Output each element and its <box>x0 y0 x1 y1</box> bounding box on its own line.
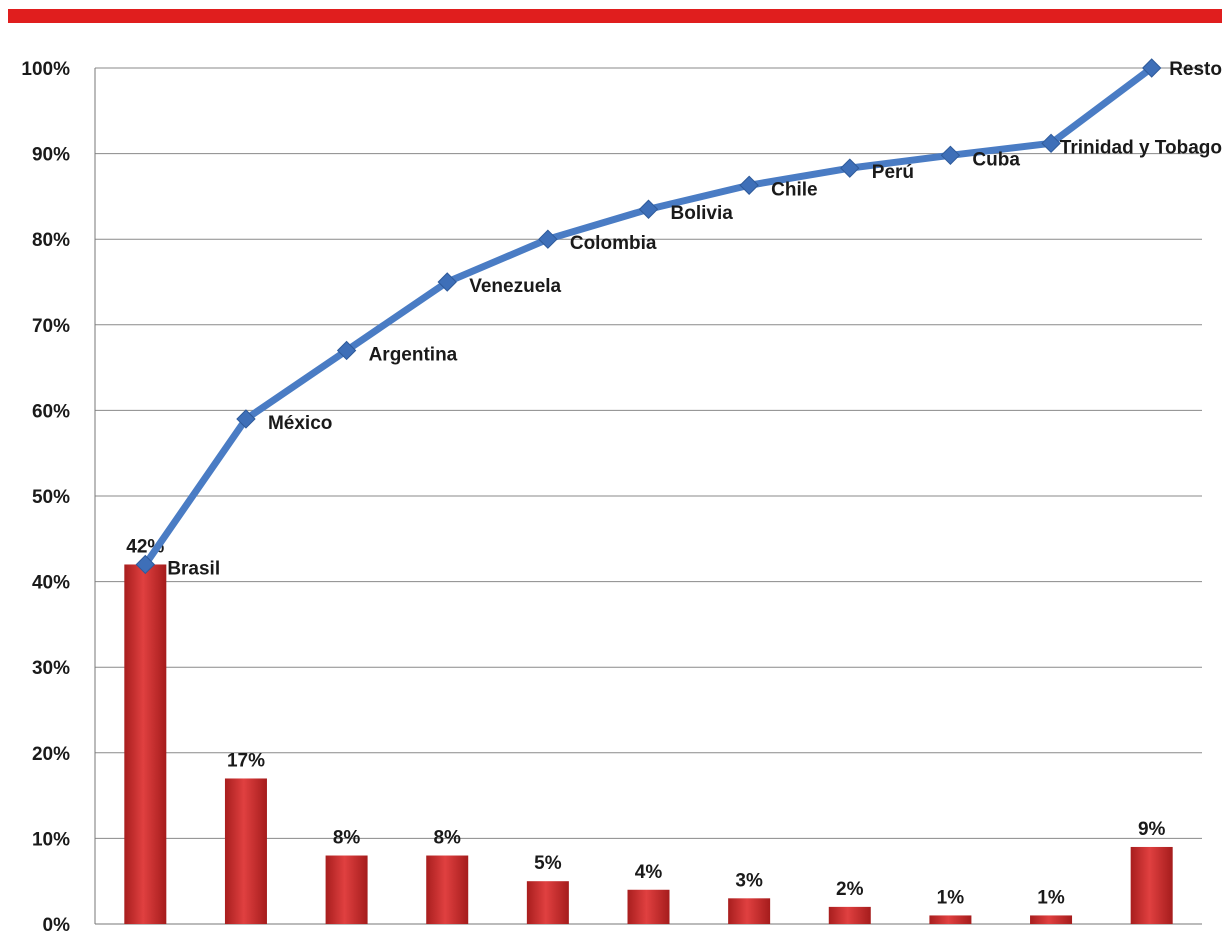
line-point-label: Argentina <box>369 344 458 365</box>
y-tick-label: 90% <box>32 145 70 166</box>
cumulative-line <box>141 64 1156 568</box>
bar <box>627 889 670 924</box>
bar-data-label: 3% <box>735 870 763 891</box>
y-tick-label: 40% <box>32 573 70 594</box>
y-tick-label: 20% <box>32 744 70 765</box>
bar-data-label: 17% <box>227 750 265 771</box>
line-point-label: Colombia <box>570 233 657 254</box>
y-tick-label: 60% <box>32 401 70 422</box>
y-tick-label: 30% <box>32 658 70 679</box>
bar <box>124 564 167 924</box>
line-point-label: Perú <box>872 162 914 183</box>
bar <box>426 855 469 924</box>
bar-series <box>124 564 1173 924</box>
line-point-label: Venezuela <box>469 276 561 297</box>
bar-data-label: 2% <box>836 879 864 900</box>
line-point-marker <box>135 554 156 575</box>
line-point-marker <box>538 229 558 249</box>
cumulative-line-series <box>135 58 1162 575</box>
y-axis: 0% 10% 20% 30% 40% 50% 60% 70% 80% 90% 100% <box>21 59 96 936</box>
y-tick-label: 100% <box>21 59 70 80</box>
bar <box>1130 846 1173 924</box>
bar <box>828 906 871 924</box>
line-point-labels: Brasil México Argentina Venezuela Colombia Bo… <box>167 59 1222 579</box>
top-accent-bar <box>8 9 1222 23</box>
line-point-label: Resto <box>1169 59 1222 80</box>
line-point-label: México <box>268 413 332 434</box>
y-tick-label: 10% <box>32 829 70 850</box>
bar-data-label: 8% <box>433 828 461 849</box>
line-point-marker <box>336 340 357 361</box>
line-point-marker <box>1041 133 1061 154</box>
bar <box>728 898 771 924</box>
line-point-label: Brasil <box>167 558 220 579</box>
y-tick-label: 80% <box>32 230 70 251</box>
bar <box>929 915 972 924</box>
bar <box>224 778 267 924</box>
bar <box>1030 915 1073 924</box>
line-point-label: Trinidad y Tobago <box>1060 137 1222 158</box>
bar-data-label: 5% <box>534 853 562 874</box>
bar-data-label: 8% <box>333 828 361 849</box>
bar-data-label: 1% <box>937 887 965 908</box>
line-point-marker <box>437 272 457 292</box>
bar-data-label: 9% <box>1138 819 1166 840</box>
bar <box>325 855 368 924</box>
bar-data-label: 1% <box>1037 887 1065 908</box>
line-point-marker <box>840 158 860 178</box>
y-tick-label: 50% <box>32 487 70 508</box>
line-point-marker <box>236 409 256 429</box>
line-point-label: Bolivia <box>671 203 734 224</box>
line-point-marker <box>739 175 759 195</box>
bar-data-label: 4% <box>635 862 663 883</box>
y-tick-label: 0% <box>43 915 71 936</box>
y-tick-label: 70% <box>32 316 70 337</box>
line-point-label: Chile <box>771 179 817 200</box>
line-point-label: Cuba <box>972 149 1020 170</box>
bar-data-labels: 42%17%8% 8%5% 4% 3% 2% 1% 1%9% <box>126 536 1165 908</box>
line-point-marker <box>940 145 961 166</box>
line-point-marker <box>638 199 659 219</box>
bar <box>526 881 569 924</box>
line-point-marker <box>1141 58 1162 78</box>
